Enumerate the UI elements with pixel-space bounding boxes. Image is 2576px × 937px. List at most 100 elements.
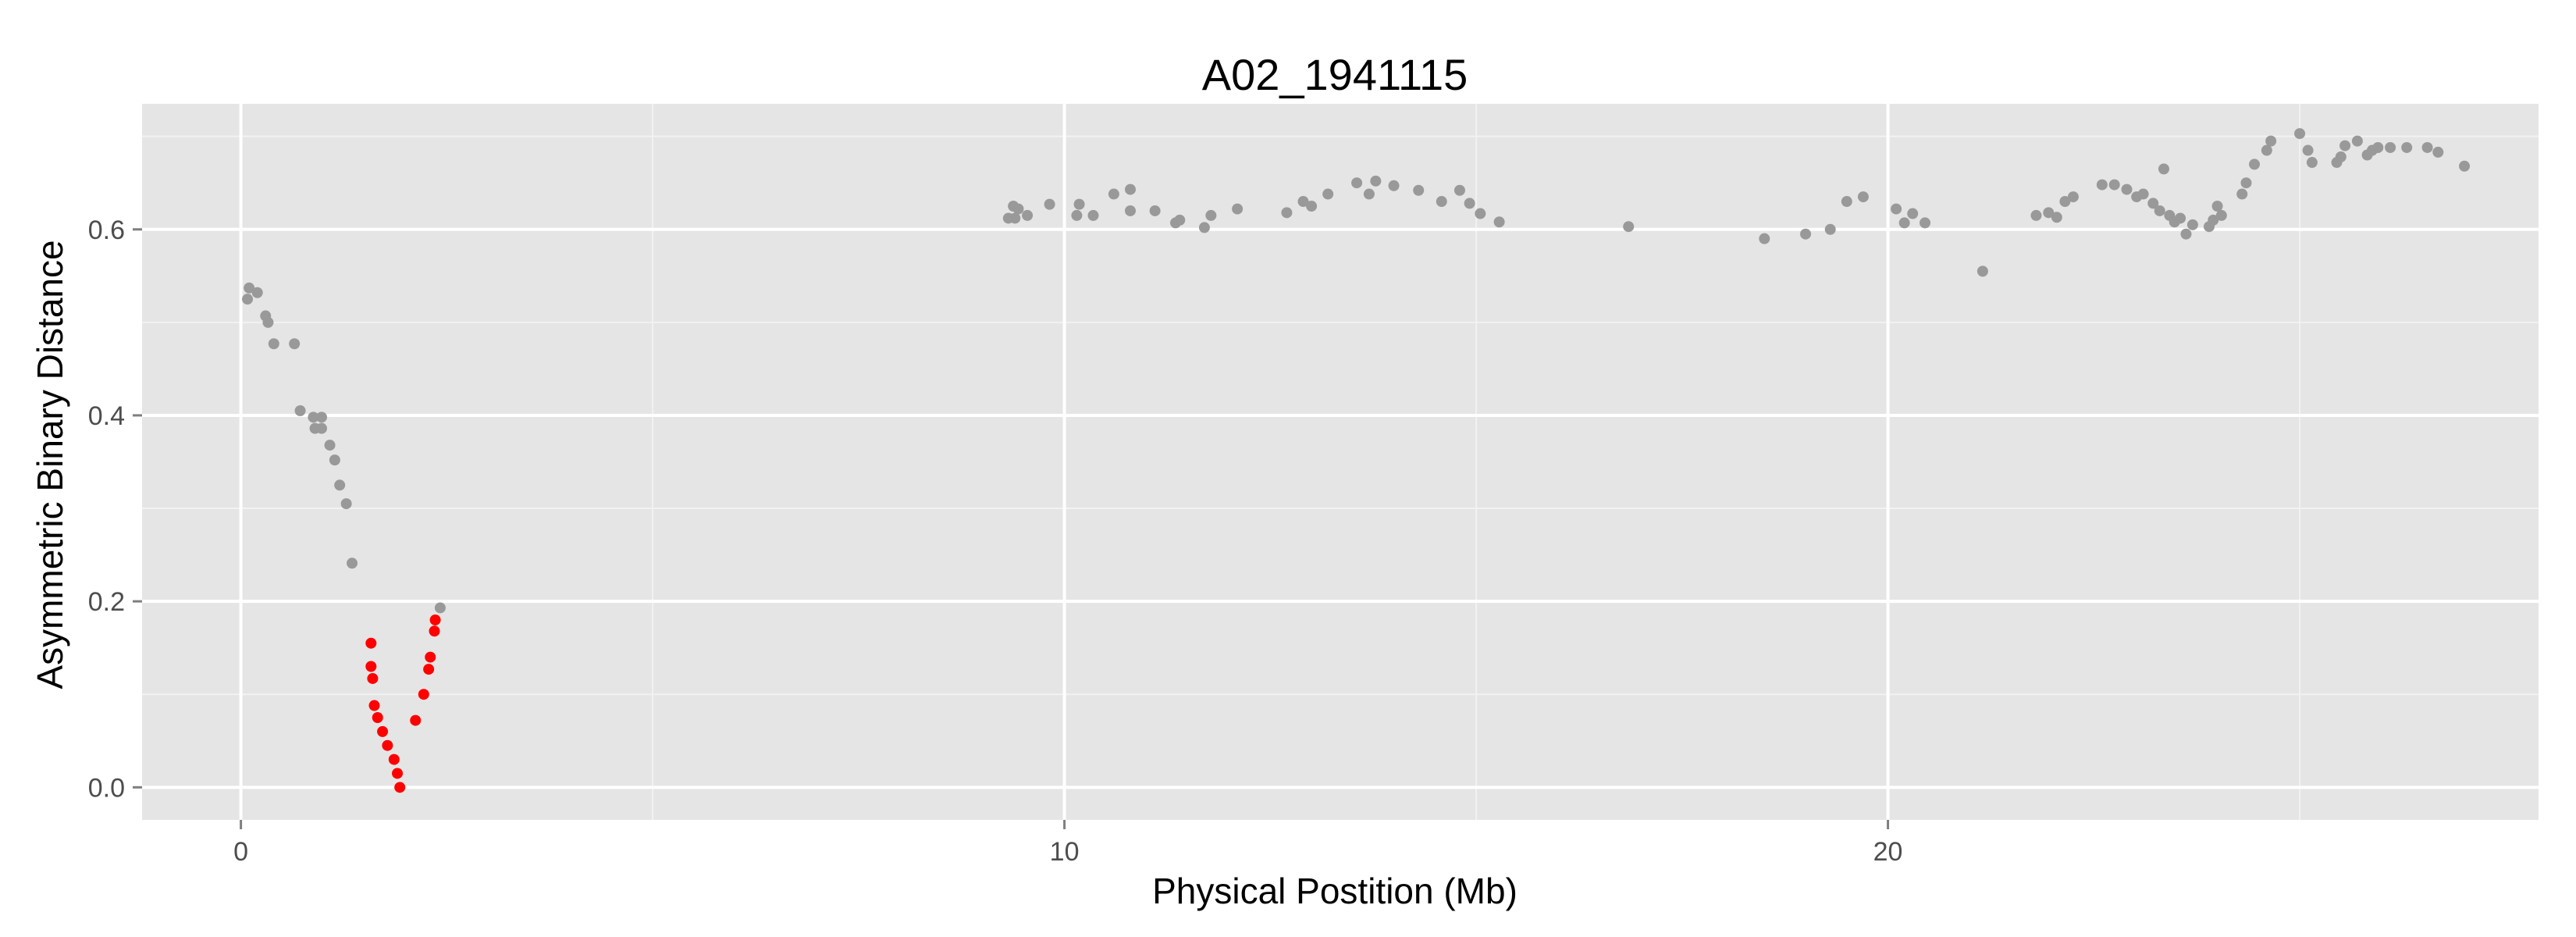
data-point-gray: [289, 338, 301, 350]
data-point-red: [377, 725, 389, 737]
data-point-red: [392, 768, 404, 779]
chart-title: A02_1941115: [1202, 50, 1468, 99]
data-point-gray: [1891, 203, 1902, 215]
data-point-gray: [1012, 203, 1024, 215]
data-point-gray: [1281, 207, 1293, 219]
data-point-gray: [1898, 217, 1910, 229]
data-point-gray: [1824, 223, 1836, 235]
x-tick-label: 10: [1050, 837, 1080, 867]
data-point-gray: [2240, 177, 2252, 189]
data-point-red: [429, 614, 441, 625]
x-axis-title: Physical Postition (Mb): [1152, 871, 1517, 911]
data-point-gray: [2335, 151, 2347, 162]
data-point-gray: [2175, 212, 2186, 224]
data-point-gray: [1174, 214, 1186, 226]
data-point-gray: [2121, 183, 2133, 195]
data-point-gray: [1493, 216, 1505, 228]
data-point-gray: [2265, 135, 2277, 147]
data-point-gray: [2158, 163, 2169, 175]
data-point-gray: [1464, 198, 1475, 209]
data-point-red: [394, 782, 406, 793]
data-point-gray: [315, 411, 327, 423]
y-tick-label: 0.4: [88, 401, 125, 431]
data-point-gray: [244, 282, 255, 294]
data-point-gray: [2215, 209, 2227, 221]
data-points: [242, 128, 2471, 793]
data-point-gray: [334, 479, 346, 491]
x-tick-label: 0: [233, 837, 248, 867]
data-point-gray: [1073, 198, 1085, 210]
data-point-gray: [315, 422, 327, 434]
data-point-red: [425, 651, 436, 663]
data-point-gray: [1907, 208, 1919, 219]
data-point-gray: [1297, 196, 1309, 208]
data-point-red: [365, 637, 377, 649]
data-point-gray: [1623, 221, 1635, 233]
data-point-gray: [324, 440, 336, 451]
data-point-gray: [1306, 201, 1318, 212]
y-axis-title: Asymmetric Binary Distance: [30, 240, 70, 689]
data-point-gray: [1370, 175, 1382, 187]
data-point-gray: [2421, 141, 2433, 153]
data-point-gray: [308, 411, 319, 423]
data-point-gray: [1198, 222, 1210, 233]
data-point-gray: [1363, 188, 1375, 200]
data-point-gray: [1044, 198, 1055, 210]
data-point-gray: [2302, 144, 2314, 156]
data-point-red: [368, 700, 380, 711]
data-point-gray: [268, 338, 279, 350]
data-point-gray: [2459, 160, 2471, 172]
data-point-gray: [2043, 207, 2055, 219]
data-point-gray: [2236, 188, 2248, 200]
data-point-gray: [1388, 180, 1400, 191]
data-point-gray: [1009, 212, 1021, 224]
data-point-gray: [1841, 196, 1852, 208]
x-tick-label: 20: [1873, 837, 1903, 867]
data-point-gray: [2186, 219, 2198, 230]
data-point-red: [382, 739, 393, 751]
data-point-gray: [1351, 177, 1363, 189]
data-point-gray: [1759, 233, 1770, 244]
data-point-gray: [1022, 209, 1034, 221]
data-point-gray: [1124, 183, 1136, 195]
data-point-gray: [2030, 209, 2042, 221]
data-point-gray: [2154, 205, 2165, 216]
data-point-gray: [2147, 198, 2159, 209]
data-point-gray: [1976, 265, 1988, 277]
data-point-gray: [251, 287, 263, 298]
data-point-gray: [340, 498, 352, 510]
y-tick-label: 0.2: [88, 587, 125, 617]
panel-background: [142, 104, 2539, 820]
data-point-gray: [294, 405, 306, 416]
data-point-gray: [1800, 228, 1812, 240]
data-point-gray: [329, 454, 340, 466]
data-point-gray: [262, 316, 274, 328]
data-point-gray: [1108, 188, 1119, 200]
data-point-gray: [2059, 196, 2071, 208]
data-point-gray: [1413, 184, 1425, 196]
data-point-red: [388, 754, 400, 765]
data-point-gray: [2351, 135, 2363, 147]
data-point-red: [418, 689, 429, 700]
data-point-gray: [2432, 146, 2444, 158]
data-point-gray: [1475, 208, 1486, 219]
data-point-gray: [347, 558, 358, 569]
data-point-gray: [1205, 209, 1217, 221]
data-point-gray: [2051, 212, 2062, 223]
data-point-red: [367, 672, 379, 684]
data-point-gray: [1087, 209, 1099, 221]
plot-panel: [142, 104, 2539, 820]
axis-ticks: 0 10 20 0.0 0.2 0.4 0.6: [88, 216, 1903, 867]
data-point-gray: [1149, 205, 1161, 216]
data-point-gray: [2208, 214, 2219, 226]
data-point-gray: [2261, 144, 2272, 156]
data-point-gray: [2339, 140, 2351, 151]
data-point-gray: [1322, 188, 1334, 200]
data-point-gray: [242, 294, 254, 305]
grid-lines: [142, 104, 2539, 820]
data-point-gray: [1232, 203, 1244, 215]
data-point-gray: [2401, 141, 2413, 153]
data-point-red: [365, 661, 377, 672]
y-tick-label: 0.6: [88, 216, 125, 245]
